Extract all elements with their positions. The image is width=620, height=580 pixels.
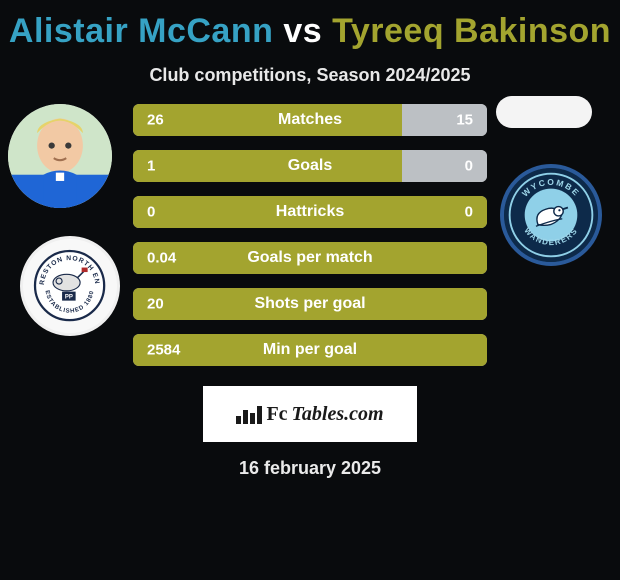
stat-value-right: 15 — [456, 112, 473, 129]
page-title: Alistair McCann vs Tyreeq Bakinson — [0, 0, 620, 51]
stat-bar-right — [402, 150, 487, 182]
stat-bars: 26 15 Matches 1 0 Goals 0 0 Hattricks 0.04 Goals p… — [133, 104, 487, 380]
stat-value-left: 1 — [147, 158, 155, 175]
vs-text: vs — [283, 12, 322, 50]
stat-value-left: 2584 — [147, 342, 180, 359]
stat-row-5: 2584 Min per goal — [133, 334, 487, 366]
stat-label: Shots per goal — [254, 295, 365, 313]
stat-label: Goals — [288, 157, 332, 175]
stat-label: Matches — [278, 111, 342, 129]
stat-bar-left — [133, 150, 402, 182]
stat-row-2: 0 0 Hattricks — [133, 196, 487, 228]
stat-label: Goals per match — [247, 249, 372, 267]
stat-bar-right — [402, 104, 487, 136]
stat-row-3: 0.04 Goals per match — [133, 242, 487, 274]
svg-text:PP: PP — [65, 295, 73, 301]
bars-icon — [236, 404, 262, 424]
stat-label: Hattricks — [276, 203, 344, 221]
club2-crest: WYCOMBE WANDERERS — [500, 164, 602, 266]
player2-name: Tyreeq Bakinson — [332, 12, 611, 50]
player1-avatar — [8, 104, 112, 208]
comparison-infographic: Alistair McCann vs Tyreeq Bakinson Club … — [0, 0, 620, 580]
stat-value-right: 0 — [465, 204, 473, 221]
stat-value-left: 26 — [147, 112, 164, 129]
player1-name: Alistair McCann — [9, 12, 273, 50]
subtitle: Club competitions, Season 2024/2025 — [0, 65, 620, 86]
club1-crest: PRESTON NORTH END ESTABLISHED 1880 PP — [20, 236, 120, 336]
date-text: 16 february 2025 — [239, 458, 381, 479]
stat-row-1: 1 0 Goals — [133, 150, 487, 182]
stat-value-right: 0 — [465, 158, 473, 175]
player2-avatar — [496, 96, 592, 128]
stat-bar-left — [133, 104, 402, 136]
stat-value-left: 20 — [147, 296, 164, 313]
logo-text-1: Fc — [266, 403, 287, 426]
logo-text-2: Tables.com — [292, 403, 384, 426]
stat-value-left: 0.04 — [147, 250, 176, 267]
main-area: PRESTON NORTH END ESTABLISHED 1880 PP WY… — [0, 114, 620, 494]
fctables-logo: FcTables.com — [203, 386, 417, 442]
stat-label: Min per goal — [263, 341, 357, 359]
stat-row-0: 26 15 Matches — [133, 104, 487, 136]
stat-value-left: 0 — [147, 204, 155, 221]
stat-row-4: 20 Shots per goal — [133, 288, 487, 320]
